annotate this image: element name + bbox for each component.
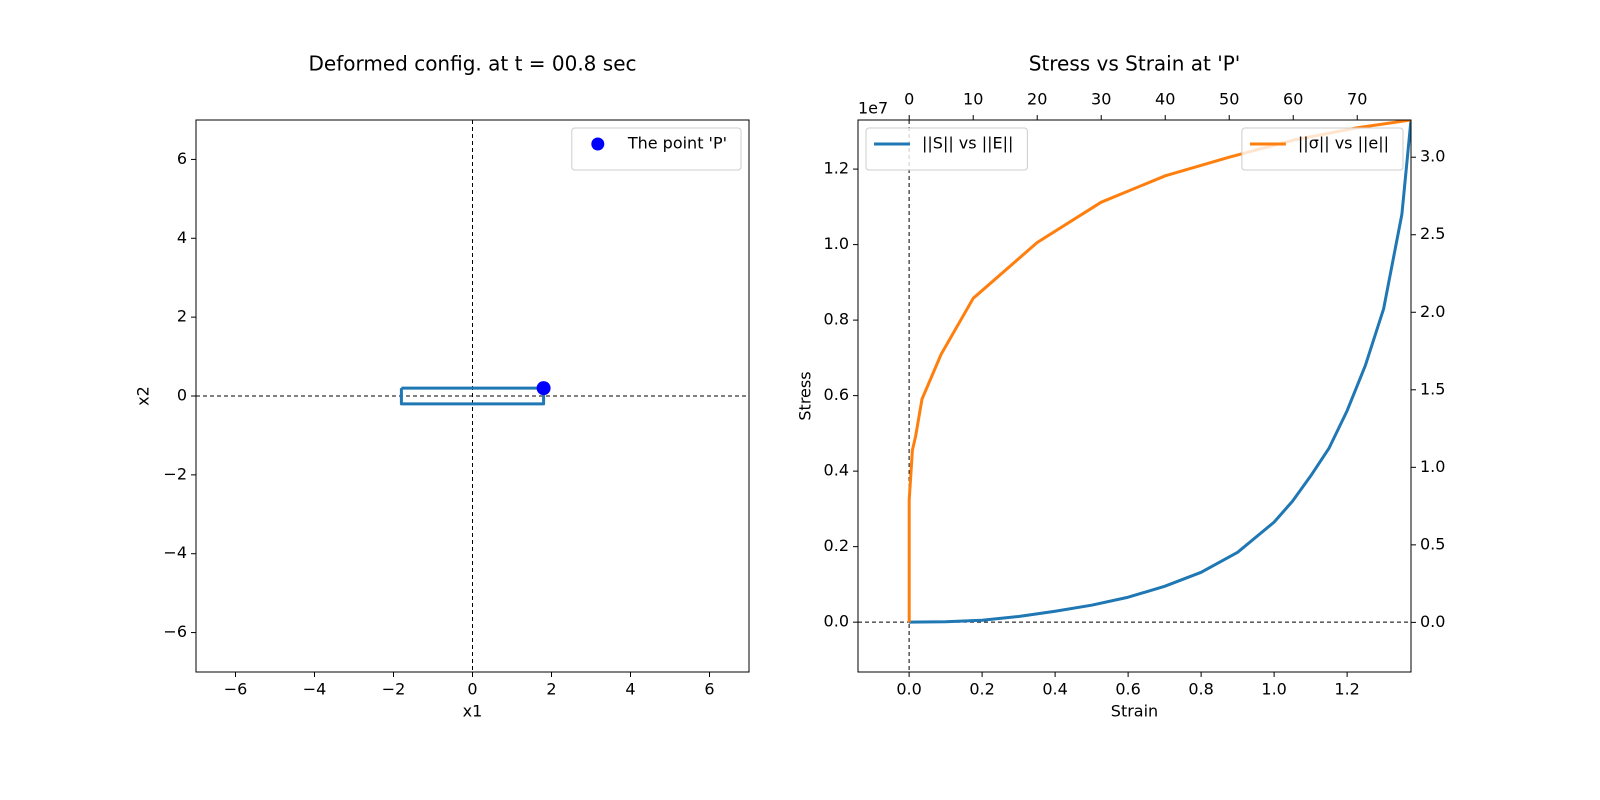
x-tick-label: 0.4 [1042,680,1067,699]
subplot: Deformed config. at t = 00.8 sec x1 x2 −6 −4… [134,52,750,721]
legend-label: ||S|| vs ||E|| [922,134,1013,153]
x2-tick-label: 50 [1219,90,1239,109]
y2-tick-label: 2.0 [1420,302,1445,321]
plot-area [858,120,1411,672]
x-tick-label: 0.8 [1188,680,1213,699]
x2-tick-label: 10 [963,90,983,109]
chart-title: Deformed config. at t = 00.8 sec [309,52,637,76]
axes-frame [857,119,1412,673]
x-tick-label: −6 [224,680,248,699]
y-tick-label: 2 [177,307,187,326]
x-axis-label: x1 [463,702,483,721]
y-tick-label: 1.0 [824,234,849,253]
x-tick-label: 0.0 [896,680,921,699]
line [399,386,546,406]
x2-tick-label: 60 [1283,90,1303,109]
legend: The point 'P' [571,127,742,171]
y2-tick-label: 0.5 [1420,534,1445,553]
line [907,120,1411,623]
legend-marker [591,137,605,151]
axis-offset: 1e7 [858,99,888,118]
y-tick-label: 0.8 [824,310,849,329]
x-axis-label: Strain [1111,702,1158,721]
x2-tick-label: 30 [1091,90,1111,109]
chart-title: Stress vs Strain at 'P' [1029,52,1241,76]
legend-label: ||σ|| vs ||e|| [1298,134,1389,153]
legend-box [1241,127,1404,171]
y-tick-label: 0 [177,386,187,405]
y-tick-label: 0.6 [824,385,849,404]
x-tick-label: −2 [382,680,406,699]
legend-box [865,127,1028,171]
y2-tick-label: 1.5 [1420,379,1445,398]
x-tick-label: 1.2 [1334,680,1359,699]
y-tick-label: 0.2 [824,536,849,555]
legend: ||σ|| vs ||e|| [1241,127,1404,171]
y-tick-label: 0.0 [824,612,849,631]
y2-tick-label: 1.0 [1420,457,1445,476]
y2-tick-label: 2.5 [1420,224,1445,243]
x-tick-label: 0.2 [969,680,994,699]
x-tick-label: 0.6 [1115,680,1140,699]
legend: ||S|| vs ||E|| [865,127,1028,171]
x2-tick-label: 70 [1347,90,1367,109]
y-tick-label: −2 [163,464,187,483]
y2-tick-label: 0.0 [1420,612,1445,631]
x-tick-label: 6 [704,680,714,699]
axes-frame [195,119,750,673]
legend-label: The point 'P' [627,134,727,153]
line [909,120,1411,624]
x-tick-label: −4 [303,680,327,699]
y2-tick-label: 3.0 [1420,147,1445,166]
x-tick-label: 0 [467,680,477,699]
x-tick-label: 1.0 [1261,680,1286,699]
y-tick-label: −4 [163,543,187,562]
y-axis-label: x2 [134,386,153,406]
y-axis-label: Stress [796,371,815,420]
x2-tick-label: 0 [904,90,914,109]
plot-area [196,120,749,672]
y-tick-label: 4 [177,228,187,247]
subplot: Stress vs Strain at 'P' Strain Stress 1e7 0.… [796,52,1446,721]
y-tick-label: 0.4 [824,461,849,480]
x2-tick-label: 20 [1027,90,1047,109]
y-tick-label: 6 [177,149,187,168]
legend-box [571,127,742,171]
y-tick-label: −6 [163,622,187,641]
x-tick-label: 2 [546,680,556,699]
x2-tick-label: 40 [1155,90,1175,109]
x-tick-label: 4 [625,680,635,699]
point [536,381,551,396]
y-tick-label: 1.2 [824,159,849,178]
